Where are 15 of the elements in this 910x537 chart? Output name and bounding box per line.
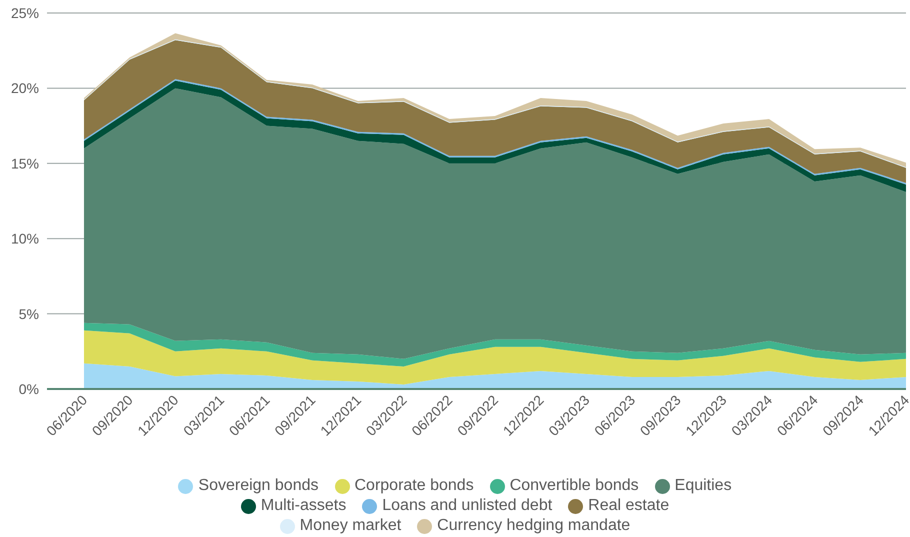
- legend-label: Loans and unlisted debt: [382, 497, 552, 515]
- y-tick-label: 0%: [18, 380, 39, 397]
- y-tick-label: 5%: [18, 306, 39, 322]
- legend-label: Convertible bonds: [510, 477, 639, 495]
- legend-label: Corporate bonds: [354, 477, 474, 495]
- legend-label: Money market: [300, 517, 402, 535]
- legend-label: Sovereign bonds: [198, 477, 318, 495]
- y-tick-label: 10%: [10, 230, 39, 247]
- y-tick-label: 25%: [10, 4, 39, 21]
- legend-label: Real estate: [588, 497, 670, 515]
- legend-label: Equities: [674, 477, 732, 495]
- legend-label: Multi-assets: [260, 497, 346, 515]
- legend-label: Currency hedging mandate: [437, 517, 630, 535]
- y-tick-label: 20%: [10, 80, 39, 96]
- y-tick-label: 15%: [10, 155, 39, 172]
